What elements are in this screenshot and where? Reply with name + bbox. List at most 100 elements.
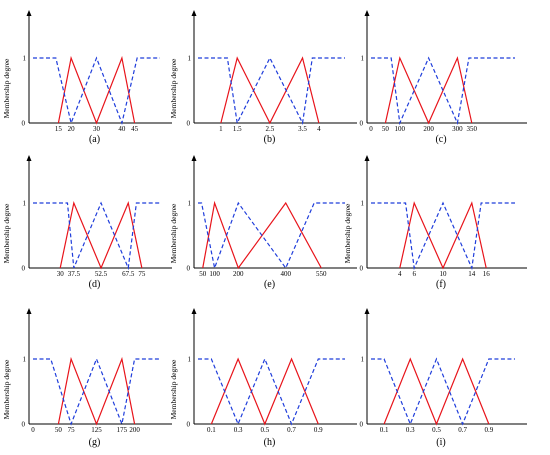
x-tick-label: 350: [467, 125, 478, 133]
x-tick-label: 37.5: [68, 270, 81, 278]
x-tick-label: 67.5: [122, 270, 135, 278]
y-tick-label: 0: [22, 265, 26, 273]
x-tick-label: 100: [395, 125, 406, 133]
y-axis-arrow: [26, 10, 32, 16]
y-tick-label: 1: [23, 55, 27, 63]
x-tick-label: 1: [219, 125, 223, 133]
y-tick-label: 1: [188, 200, 192, 208]
y-axis-label: Membership degree: [2, 359, 11, 419]
y-tick-label: 1: [361, 55, 365, 63]
y-tick-label: 0: [360, 421, 364, 429]
x-tick-label: 4: [398, 270, 402, 278]
x-tick-label: 0.9: [484, 426, 493, 434]
x-tick-label: 300: [452, 125, 463, 133]
y-axis-arrow: [191, 155, 197, 161]
x-tick-label: 50: [55, 426, 63, 434]
y-axis-arrow: [26, 155, 32, 161]
series-line-dashed: [33, 56, 160, 126]
chart-panel-i: 0 1 0.1 0.3 0.5 0.7 0.9 (i): [360, 308, 527, 448]
series-line-dashed: [371, 56, 515, 126]
y-tick-label: 1: [23, 356, 27, 364]
x-tick-label: 0.7: [287, 426, 296, 434]
y-tick-label: 1: [188, 356, 192, 364]
y-tick-label: 1: [361, 200, 365, 208]
x-tick-label: 2.5: [265, 125, 274, 133]
y-axis-arrow: [364, 308, 370, 314]
y-axis-label: Membership degree: [343, 203, 352, 263]
x-tick-label: 50: [382, 125, 390, 133]
x-tick-label: 0.1: [207, 426, 216, 434]
series-line-solid: [384, 56, 473, 125]
y-tick-label: 0: [187, 120, 191, 128]
y-axis-arrow: [364, 155, 370, 161]
panel-label: (h): [264, 437, 276, 448]
y-axis-label: Membership degree: [2, 58, 11, 118]
chart-panel-a: 0 1 Membership degree 15 20 30 40 45 (a): [2, 10, 172, 145]
panel-label: (e): [264, 279, 275, 290]
y-tick-label: 0: [360, 265, 364, 273]
series-line-solid: [57, 55, 136, 125]
x-tick-label: 75: [68, 426, 76, 434]
y-tick-label: 1: [23, 200, 27, 208]
y-tick-label: 1: [361, 356, 365, 364]
chart-panel-c: 0 1 0 50 100 200 300 350 (c): [360, 10, 527, 145]
panel-label: (a): [89, 134, 100, 145]
panel-label: (b): [264, 134, 276, 145]
series-line-solid: [399, 201, 487, 270]
x-tick-label: 45: [131, 125, 139, 133]
panel-label: (f): [436, 279, 446, 290]
y-axis-label: Membership degree: [169, 58, 178, 118]
panel-label: (i): [436, 437, 445, 448]
series-line-dashed: [198, 357, 345, 426]
x-tick-label: 0.3: [234, 426, 243, 434]
series-line-dashed: [33, 357, 160, 427]
x-tick-label: 52.5: [95, 270, 108, 278]
y-tick-label: 0: [22, 421, 26, 429]
x-tick-label: 200: [423, 125, 434, 133]
x-tick-label: 550: [316, 270, 327, 278]
chart-panel-g: 0 1 Membership degree 0 50 75 125 175 200 (g): [2, 308, 172, 448]
y-axis-arrow: [26, 308, 32, 314]
panel-label: (c): [435, 134, 446, 145]
x-tick-label: 4: [317, 125, 321, 133]
chart-panel-h: 0 1 Membership degree 0.1 0.3 0.5 0.7 0.9 (h): [169, 308, 357, 448]
y-axis-label: Membership degree: [2, 203, 11, 263]
x-tick-label: 100: [209, 270, 220, 278]
panel-label: (g): [89, 437, 101, 448]
x-tick-label: 200: [233, 270, 244, 278]
x-tick-label: 1.5: [233, 125, 242, 133]
x-tick-label: 400: [280, 270, 291, 278]
x-tick-label: 16: [483, 270, 491, 278]
x-tick-label: 175: [117, 426, 128, 434]
y-axis-label: Membership degree: [169, 359, 178, 419]
chart-panel-e: 0 1 Membership degree 50 100 200 400 550 (e): [169, 155, 357, 290]
x-tick-label: 125: [91, 426, 102, 434]
x-tick-label: 0.5: [260, 426, 269, 434]
x-tick-label: 0.7: [458, 426, 467, 434]
x-tick-label: 30: [57, 270, 65, 278]
series-line-solid: [59, 200, 143, 270]
x-tick-label: 6: [412, 270, 416, 278]
x-tick-label: 75: [138, 270, 146, 278]
x-tick-label: 40: [118, 125, 126, 133]
x-tick-label: 14: [468, 270, 476, 278]
x-tick-label: 0.5: [432, 426, 441, 434]
x-tick-label: 0.1: [380, 426, 389, 434]
x-tick-label: 50: [199, 270, 207, 278]
chart-panel-b: 0 1 Membership degree 1 1.5 2.5 3.5 4 (b): [169, 10, 357, 145]
y-axis-label: Membership degree: [169, 203, 178, 263]
chart-panel-f: 0 1 Membership degree 4 6 10 14 16 (f): [343, 155, 527, 290]
series-line-solid: [383, 357, 490, 426]
series-line-dashed: [371, 357, 515, 426]
x-tick-label: 3.5: [298, 125, 307, 133]
y-tick-label: 0: [187, 421, 191, 429]
y-tick-label: 0: [22, 120, 26, 128]
series-line-solid: [220, 56, 320, 125]
x-tick-label: 0.3: [406, 426, 415, 434]
panel-label: (d): [89, 279, 101, 290]
x-tick-label: 0: [31, 426, 35, 434]
y-axis-arrow: [364, 10, 370, 16]
series-line-dashed: [371, 201, 515, 271]
x-tick-label: 0: [369, 125, 373, 133]
